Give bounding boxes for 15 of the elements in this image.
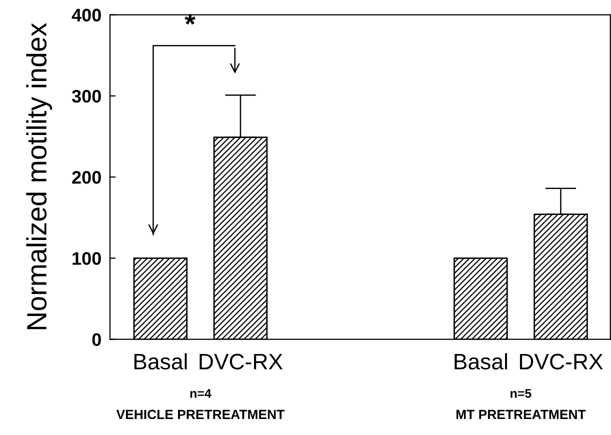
text: VEHICLE PRETREATMENT [116,410,284,420]
x-tick-label: DVC-RX [520,354,603,370]
x-tick-label: DVC-RX [200,354,283,370]
annotation: * [184,14,196,25]
y-tick-label: 400 [72,8,101,22]
y-tick-label: 300 [72,90,101,103]
x-tick-label: Basal [454,353,507,370]
text: n=5 [510,389,532,398]
y-tick-label: 0 [92,333,101,346]
y-tick-label: 200 [72,170,101,184]
text: MT PRETREATMENT [456,410,586,419]
y-tick-label: 100 [72,252,101,265]
y-axis-title: Normalized motility index [26,22,52,330]
text: n=4 [190,389,212,398]
x-tick-label: Basal [134,353,187,370]
